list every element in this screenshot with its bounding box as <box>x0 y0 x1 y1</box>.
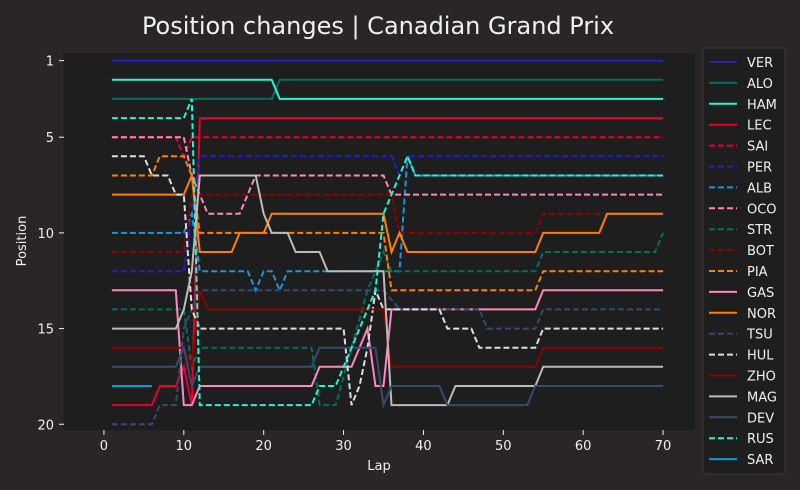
y-tick-label: 20 <box>37 418 54 433</box>
series-line-nor <box>111 175 664 256</box>
legend-label-bot: BOT <box>747 244 774 259</box>
legend-label-lec: LEC <box>747 119 772 134</box>
series-line-hul <box>111 155 664 406</box>
series-layer <box>111 59 665 426</box>
y-tick-label: 15 <box>37 323 54 338</box>
series-line-gas <box>111 289 664 407</box>
series-line-sai <box>111 136 664 159</box>
series-line-rus <box>111 98 664 407</box>
chart-title: Position changes | Canadian Grand Prix <box>142 12 614 40</box>
y-tick-label: 1 <box>46 55 54 70</box>
y-tick-label: 10 <box>37 227 54 242</box>
legend-label-ver: VER <box>747 56 773 71</box>
legend-label-alo: ALO <box>747 77 773 92</box>
legend-label-nor: NOR <box>747 307 776 322</box>
x-tick-label: 30 <box>335 439 352 454</box>
legend-label-sai: SAI <box>747 140 768 155</box>
series-line-zho <box>111 289 664 368</box>
series-line-alb <box>111 155 664 293</box>
x-tick-label: 10 <box>176 439 193 454</box>
legend: VER ALO HAM LEC SAI PER ALB OCO STR BOT PIA GAS NOR T… <box>702 47 786 475</box>
y-axis-label: Position <box>15 216 30 267</box>
legend-label-rus: RUS <box>747 432 774 447</box>
legend-label-hul: HUL <box>747 349 774 364</box>
x-tick-label: 60 <box>575 439 592 454</box>
legend-label-per: PER <box>747 161 772 176</box>
x-tick-label: 40 <box>415 439 432 454</box>
legend-label-tsu: TSU <box>746 328 773 343</box>
legend-label-ham: HAM <box>747 98 777 113</box>
series-line-pia <box>111 155 664 292</box>
series-line-oco <box>111 136 664 215</box>
x-tick-label: 50 <box>495 439 512 454</box>
legend-label-dev: DEV <box>747 411 774 426</box>
legend-label-gas: GAS <box>747 286 774 301</box>
series-line-dev <box>111 344 664 409</box>
series-line-mag <box>111 174 664 407</box>
legend-label-mag: MAG <box>747 390 777 405</box>
x-tick-label: 0 <box>100 439 108 454</box>
x-tick-label: 20 <box>255 439 272 454</box>
series-line-ham <box>111 78 664 100</box>
legend-label-alb: ALB <box>747 181 772 196</box>
legend-label-sar: SAR <box>747 453 773 468</box>
series-line-str <box>111 232 665 407</box>
legend-box <box>702 47 786 475</box>
legend-label-oco: OCO <box>747 202 777 217</box>
series-line-bot <box>111 193 664 253</box>
legend-label-zho: ZHO <box>747 370 776 385</box>
x-tick-label: 70 <box>655 439 672 454</box>
legend-label-pia: PIA <box>747 265 768 280</box>
x-axis-label: Lap <box>367 459 390 474</box>
series-line-lec <box>111 117 664 407</box>
y-tick-label: 5 <box>46 131 54 146</box>
legend-label-str: STR <box>747 223 772 238</box>
